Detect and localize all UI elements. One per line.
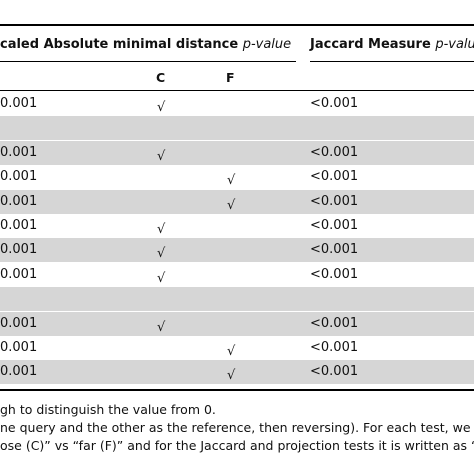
table-row (0, 287, 474, 312)
p-value: 0.001 (0, 364, 38, 380)
p-value: <0.001 (310, 144, 359, 160)
p-value: <0.001 (310, 242, 359, 258)
check-mark: √ (227, 368, 236, 384)
table-row: 0.001 √ <0.001 (0, 165, 474, 189)
table-row: 0.001 √ <0.001 (0, 263, 474, 287)
header-pvalue: p-valu (435, 37, 474, 52)
header-pvalue: p-value (242, 37, 292, 52)
p-value: <0.001 (310, 340, 359, 355)
header-underline (0, 61, 296, 62)
p-value: 0.001 (0, 242, 38, 258)
top-rule (0, 24, 474, 26)
p-value: <0.001 (310, 315, 359, 331)
header-text: caled Absolute minimal distance (0, 37, 239, 52)
p-value: <0.001 (310, 193, 359, 209)
bottom-rule (0, 389, 474, 391)
check-mark: √ (227, 173, 236, 189)
p-value: <0.001 (310, 364, 359, 380)
check-mark: √ (157, 148, 166, 164)
check-mark: √ (227, 197, 236, 213)
p-value: <0.001 (310, 169, 359, 185)
p-value: <0.001 (310, 96, 359, 111)
subheader-rule (0, 90, 474, 91)
table-row: 0.001 √ <0.001 (0, 360, 474, 385)
table-row: 0.001 √ <0.001 (0, 140, 474, 165)
table-row: 0.001 √ <0.001 (0, 189, 474, 214)
p-value: <0.001 (310, 218, 359, 233)
table-row: 0.001 √ <0.001 (0, 92, 474, 116)
p-value: 0.001 (0, 266, 38, 282)
footnote: gh to distinguish the value from 0. (0, 402, 216, 417)
p-value: 0.001 (0, 218, 38, 233)
footnote: ne query and the other as the reference,… (0, 420, 474, 435)
p-value: 0.001 (0, 193, 38, 209)
table-row: 0.001 √ <0.001 (0, 311, 474, 336)
footnote: ose (C)” vs “far (F)” and for the Jaccar… (0, 438, 474, 453)
p-value: <0.001 (310, 266, 359, 282)
check-mark: √ (157, 100, 166, 115)
check-mark: √ (157, 222, 166, 237)
table-row: 0.001 √ <0.001 (0, 336, 474, 360)
header-text: Jaccard Measure (310, 37, 431, 52)
p-value: 0.001 (0, 315, 38, 331)
subheader-c: C (156, 70, 166, 85)
jaccard-header: Jaccard Measure p-valu (310, 37, 474, 52)
table-row: 0.001 √ <0.001 (0, 214, 474, 238)
header-underline (310, 61, 474, 62)
check-mark: √ (157, 319, 166, 335)
subheader-f: F (226, 70, 235, 85)
table-row: 0.001 √ <0.001 (0, 238, 474, 263)
check-mark: √ (157, 270, 166, 286)
check-mark: √ (157, 246, 166, 262)
table-row (0, 116, 474, 141)
p-value: 0.001 (0, 340, 38, 355)
p-value: 0.001 (0, 96, 38, 111)
p-value: 0.001 (0, 144, 38, 160)
p-value: 0.001 (0, 169, 38, 185)
distance-header: caled Absolute minimal distance p-value (0, 37, 291, 52)
check-mark: √ (227, 344, 236, 359)
